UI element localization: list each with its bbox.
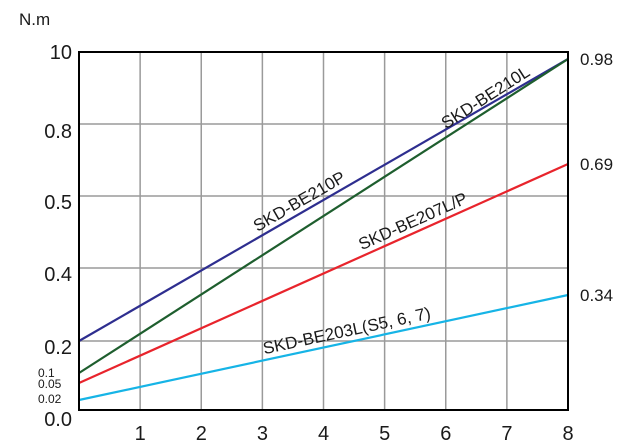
series-line-1 [78, 58, 569, 374]
plot-frame [78, 51, 569, 411]
y-tick-label-left-small: 0.02 [38, 392, 62, 406]
y-tick-label-right: 0.69 [580, 155, 613, 174]
y-tick-label-left: 0.4 [44, 264, 72, 286]
y-tick-label-right: 0.34 [580, 286, 613, 305]
series-line-0 [78, 58, 569, 342]
x-tick-label: 1 [135, 423, 146, 445]
y-tick-label-left-small: 0.05 [38, 377, 62, 391]
x-tick-label: 4 [318, 423, 329, 445]
y-tick-label-left: 10 [50, 42, 72, 64]
unit-label: N.m [19, 10, 50, 29]
x-tick-label: 2 [196, 423, 207, 445]
y-tick-label-left: 0.8 [44, 121, 72, 143]
x-tick-label: 6 [440, 423, 451, 445]
y-tick-label-right: 0.98 [580, 50, 613, 69]
series-label-3: SKD-BE203L(S5, 6, 7) [261, 304, 432, 358]
y-tick-label-left-small: 0.1 [38, 366, 55, 380]
series-label-0: SKD-BE210P [250, 168, 349, 236]
x-tick-label: 7 [501, 423, 512, 445]
y-tick-label-left: 0.0 [44, 409, 72, 431]
y-tick-label-left: 0.5 [44, 192, 72, 214]
grid-lines [79, 52, 568, 410]
tick-labels: 1 2 3 4 5 6 7 8 10 0.8 0.5 0.4 0.2 0.0 0.10.050.02 0.98… [38, 42, 613, 445]
series-label-1: SKD-BE210L [438, 62, 533, 133]
series-lines [78, 58, 569, 402]
y-tick-label-left: 0.2 [44, 337, 72, 359]
series-line-2 [78, 162, 569, 385]
x-tick-label: 3 [257, 423, 268, 445]
x-tick-label: 8 [562, 423, 573, 445]
series-label-2: SKD-BE207L/P [356, 189, 471, 254]
series-labels: SKD-BE210P SKD-BE210L SKD-BE207L/P SKD-BE20… [250, 62, 533, 358]
x-tick-label: 5 [379, 423, 390, 445]
series-line-3 [78, 293, 569, 402]
